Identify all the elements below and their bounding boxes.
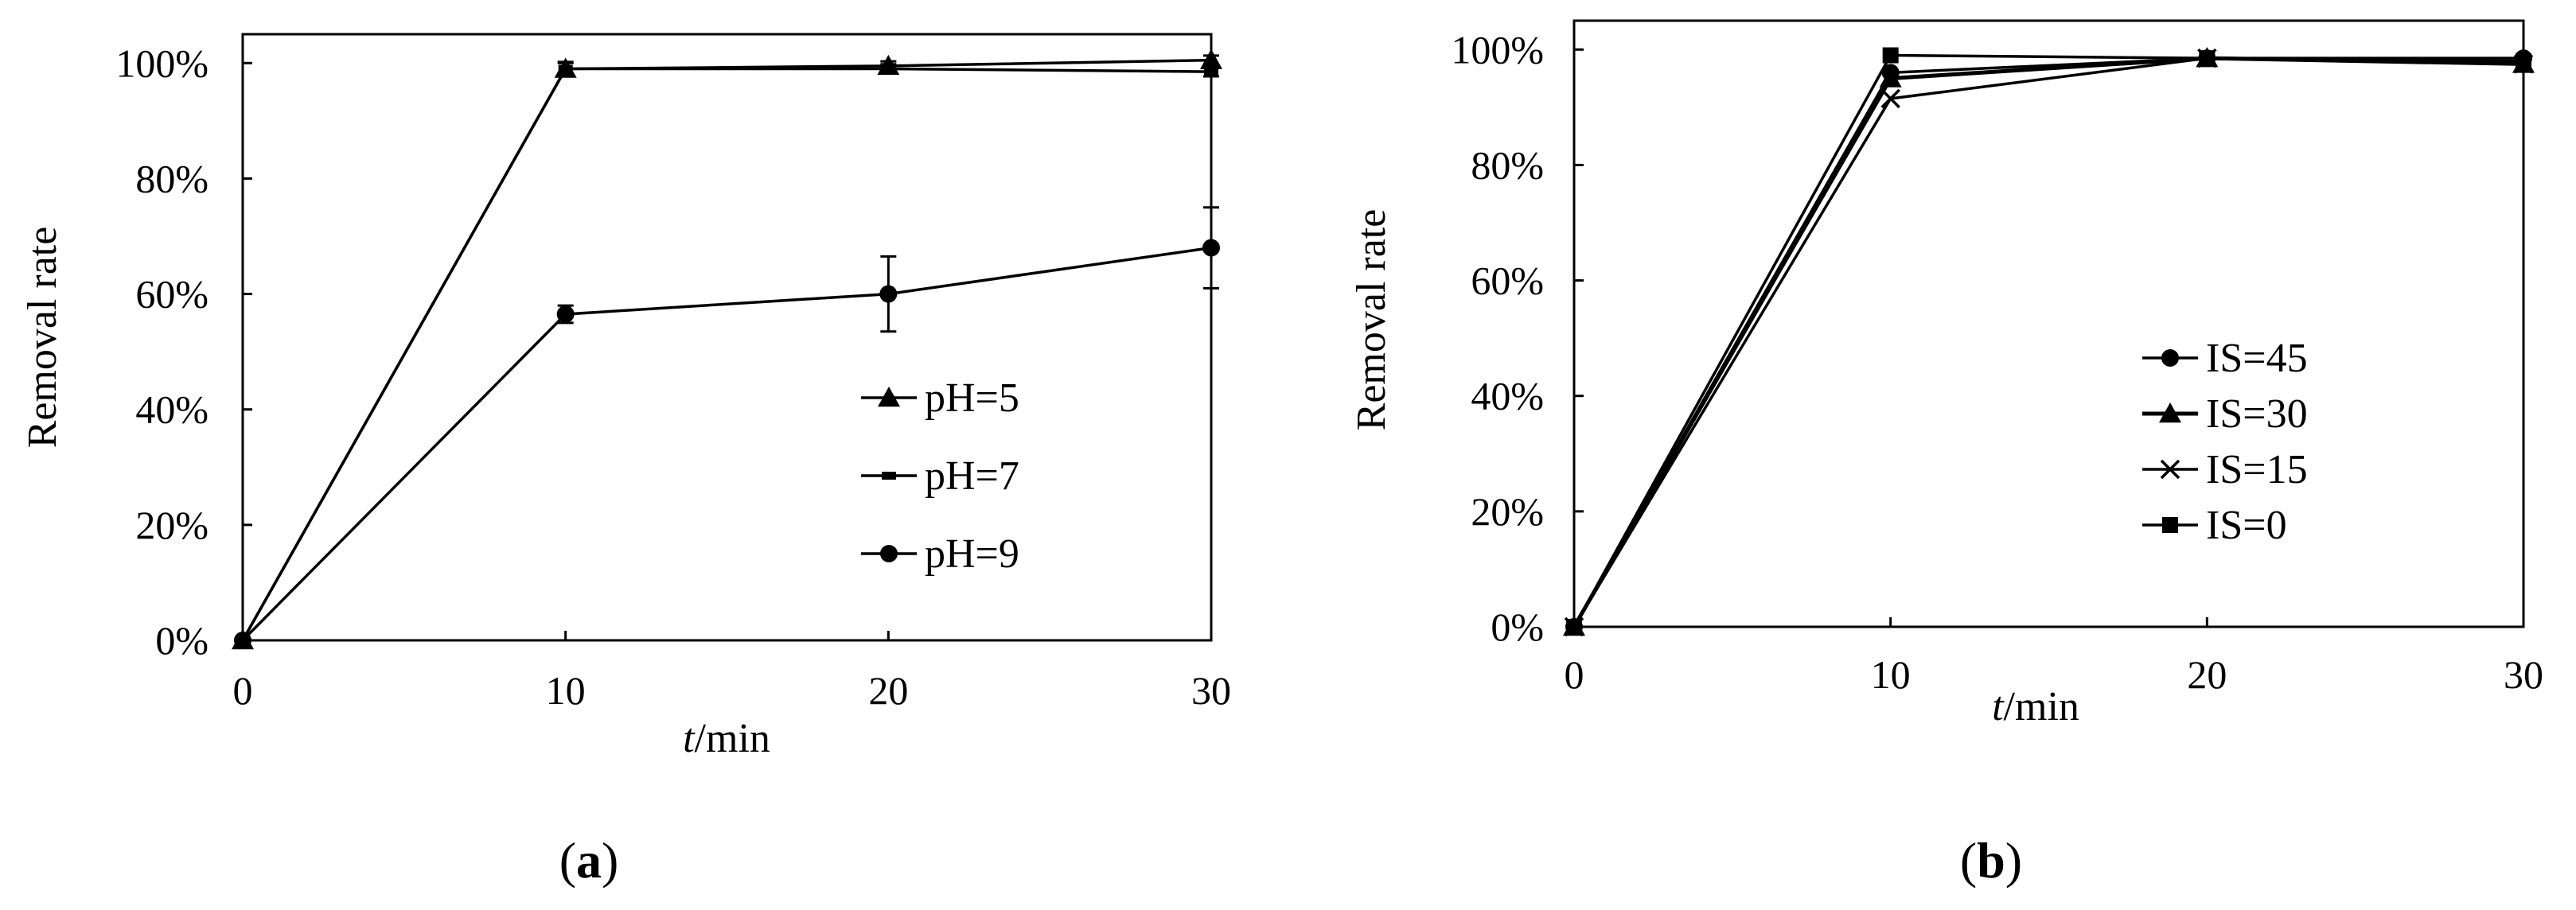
x-tick-label: 30 — [1191, 668, 1231, 713]
data-point — [1879, 67, 1902, 88]
x-tick-label: 0 — [233, 668, 253, 713]
y-axis-label-a: Removal rate — [20, 227, 65, 449]
y-tick-label: 0% — [155, 618, 208, 663]
series-line — [1572, 56, 2523, 628]
y-tick-label: 40% — [135, 387, 208, 432]
plot-frame-b — [1572, 19, 2525, 628]
legend-label: pH=5 — [925, 375, 1019, 421]
x-tick-label: 20 — [2187, 652, 2227, 697]
series-is-15 — [1564, 48, 2534, 637]
x-axis-label-a: t/min — [683, 716, 770, 761]
legend-label: pH=9 — [925, 531, 1019, 577]
legend-marker — [2161, 349, 2179, 367]
data-point — [881, 64, 896, 73]
y-tick-label: 100% — [115, 41, 208, 85]
data-point — [1204, 68, 1218, 76]
series-is-30 — [1563, 47, 2535, 636]
series-line — [1572, 53, 2524, 628]
series-group-a — [232, 49, 1222, 650]
y-tick-label: 60% — [135, 272, 208, 317]
series-ph-5 — [232, 49, 1222, 650]
x-tick-label: 10 — [546, 668, 586, 713]
legend-label: pH=7 — [925, 453, 1019, 499]
legend-a: pH=5 pH=7 pH=9 — [861, 375, 1019, 577]
data-point — [1566, 619, 1582, 635]
plot-frame-a — [241, 33, 1213, 642]
data-point — [556, 305, 575, 323]
data-point — [1882, 47, 1899, 64]
data-point — [1880, 88, 1900, 109]
y-tick-label: 40% — [1471, 374, 1544, 418]
legend-label: IS=45 — [2206, 336, 2308, 381]
panel-label-b: (b) — [1960, 832, 2022, 889]
data-point — [879, 285, 898, 303]
chart-panel-a: 0%20%40%60%80%100% 0 10 20 30 pH=5pH=7pH=9 … — [20, 33, 1231, 889]
data-point — [558, 64, 573, 73]
data-point — [234, 632, 251, 649]
legend-label: IS=30 — [2206, 391, 2308, 437]
x-tick-label: 10 — [1871, 652, 1911, 697]
y-tick-label: 80% — [135, 156, 208, 200]
data-point — [2199, 50, 2216, 67]
series-is-45 — [1565, 49, 2532, 636]
series-line — [1572, 56, 2524, 628]
x-tick-label: 0 — [1565, 652, 1584, 697]
legend-marker — [880, 545, 898, 562]
data-point — [1202, 239, 1220, 257]
y-axis-label-b: Removal rate — [1349, 209, 1394, 431]
series-line — [1572, 56, 2524, 628]
x-ticks-a: 0 10 20 30 — [233, 631, 1231, 713]
y-tick-label: 20% — [135, 503, 208, 547]
legend-label: IS=15 — [2206, 447, 2308, 492]
panel-label-a: (a) — [559, 832, 619, 889]
x-ticks-b: 0 10 20 30 — [1565, 617, 2543, 697]
legend-b: IS=45 IS=30 IS=15 IS=0 — [2142, 336, 2308, 548]
y-tick-label: 80% — [1471, 142, 1544, 187]
legend-marker — [878, 387, 900, 407]
series-ph-7 — [236, 61, 1219, 644]
legend-marker — [2162, 517, 2178, 533]
y-tick-label: 0% — [1491, 605, 1544, 649]
data-point — [1200, 49, 1222, 69]
legend-marker — [2160, 459, 2180, 480]
x-tick-label: 30 — [2504, 652, 2543, 697]
series-ph-9 — [234, 206, 1220, 649]
series-line — [241, 246, 1212, 642]
data-point — [2516, 52, 2531, 69]
y-tick-label: 100% — [1451, 27, 1544, 72]
chart-panel-b: 0%20%40%60%80%100% 0 10 20 30 IS=45IS=30IS=… — [1349, 19, 2543, 889]
y-tick-label: 60% — [1471, 259, 1544, 303]
legend-label: IS=0 — [2206, 503, 2287, 548]
series-group-b — [1563, 47, 2535, 637]
y-ticks-b: 0% 20% 40% 60% 80% 100% — [1451, 27, 1584, 649]
series-is-0 — [1566, 47, 2531, 635]
x-axis-label-b: t/min — [1992, 684, 2079, 729]
y-ticks-a: 0% 20% 40% 60% 80% 100% — [115, 41, 252, 663]
y-tick-label: 20% — [1471, 489, 1544, 534]
series-line — [241, 67, 1212, 641]
legend-marker — [2159, 402, 2181, 423]
series-line — [241, 58, 1212, 641]
x-tick-label: 20 — [868, 668, 908, 713]
legend-marker — [882, 472, 896, 480]
